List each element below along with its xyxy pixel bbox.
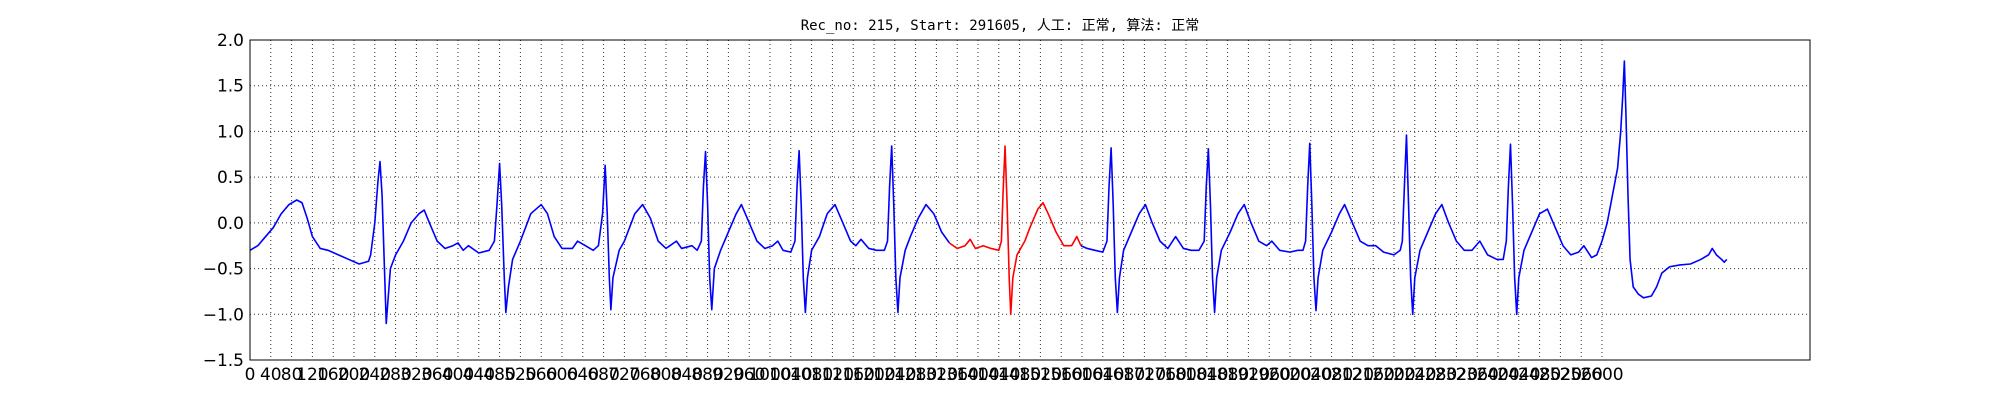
x-tick-label: 1080 (790, 365, 833, 385)
ecg-series-line-1 (249, 145, 951, 325)
x-tick-label: 2280 (1414, 365, 1457, 385)
x-tick-label: 1560 (1040, 365, 1083, 385)
ecg-series-line-3 (1080, 60, 1728, 316)
x-tick-label: 240 (359, 365, 391, 385)
x-tick-label: 2000 (1268, 365, 1311, 385)
x-tick-label: 1000 (748, 365, 791, 385)
y-axis-ticks: 2.0 1.5 1.0 0.5 0.0 −0.5 −1.0 −1.5 (203, 31, 244, 371)
x-tick-label: 1960 (1248, 365, 1291, 385)
x-tick-label: 2520 (1539, 365, 1582, 385)
x-tick-label: 1280 (894, 365, 937, 385)
x-tick-label: 1760 (1144, 365, 1187, 385)
x-tick-label: 1920 (1227, 365, 1270, 385)
x-tick-label: 360 (421, 365, 453, 385)
x-tick-label: 680 (587, 365, 619, 385)
x-tick-label: 280 (379, 365, 411, 385)
x-tick-label: 2560 (1560, 365, 1603, 385)
plot-frame (249, 39, 1811, 361)
y-tick-label: −1.0 (203, 305, 244, 325)
x-tick-label: 2200 (1372, 365, 1415, 385)
x-tick-label: 1640 (1081, 365, 1124, 385)
x-tick-label: 1240 (873, 365, 916, 385)
y-tick-label: −1.5 (203, 351, 244, 371)
series-layer (249, 60, 1728, 325)
x-tick-label: 1520 (1019, 365, 1062, 385)
x-tick-label: 2360 (1456, 365, 1499, 385)
y-tick-label: 0.5 (217, 168, 244, 188)
ecg-series-line-2 (948, 145, 1082, 316)
x-tick-label: 1200 (852, 365, 895, 385)
grid-lines (249, 39, 1810, 361)
chart-title: Rec_no: 215, Start: 291605, 人工: 正常, 算法: … (801, 18, 1200, 34)
x-tick-label: 80 (281, 365, 303, 385)
x-tick-label: 2480 (1518, 365, 1561, 385)
x-tick-label: 200 (338, 365, 370, 385)
x-tick-label: 2080 (1310, 365, 1353, 385)
x-tick-label: 1840 (1185, 365, 1228, 385)
x-tick-label: 520 (504, 365, 536, 385)
x-tick-label: 1400 (956, 365, 999, 385)
y-tick-label: 0.0 (217, 214, 244, 234)
x-tick-label: 560 (525, 365, 557, 385)
x-tick-label: 2240 (1393, 365, 1436, 385)
y-tick-label: 2.0 (217, 31, 244, 51)
x-tick-label: 840 (671, 365, 703, 385)
x-tick-label: 400 (442, 365, 474, 385)
x-tick-label: 2160 (1352, 365, 1395, 385)
x-tick-label: 2040 (1289, 365, 1332, 385)
x-tick-label: 2320 (1435, 365, 1478, 385)
x-tick-label: 880 (691, 365, 723, 385)
x-tick-label: 1440 (977, 365, 1020, 385)
x-tick-label: 1160 (832, 365, 875, 385)
x-tick-label: 1720 (1123, 365, 1166, 385)
y-tick-label: −0.5 (203, 260, 244, 280)
x-tick-label: 2120 (1331, 365, 1374, 385)
x-tick-label: 1880 (1206, 365, 1249, 385)
x-tick-label: 1480 (998, 365, 1041, 385)
x-tick-label: 2600 (1580, 365, 1623, 385)
x-tick-label: 1800 (1164, 365, 1207, 385)
x-tick-label: 0 (245, 365, 256, 385)
y-tick-label: 1.5 (217, 77, 244, 97)
x-tick-label: 1320 (915, 365, 958, 385)
x-tick-label: 640 (567, 365, 599, 385)
x-tick-label: 2400 (1476, 365, 1519, 385)
x-tick-label: 720 (608, 365, 640, 385)
x-tick-label: 1120 (811, 365, 854, 385)
x-tick-label: 480 (483, 365, 515, 385)
x-tick-label: 40 (260, 365, 282, 385)
x-tick-label: 320 (400, 365, 432, 385)
x-tick-label: 440 (463, 365, 495, 385)
x-tick-label: 760 (629, 365, 661, 385)
x-tick-label: 1360 (936, 365, 979, 385)
x-tick-label: 600 (546, 365, 578, 385)
y-tick-label: 1.0 (217, 122, 244, 142)
x-tick-label: 120 (296, 365, 328, 385)
x-tick-label: 160 (317, 365, 349, 385)
x-tick-label: 1600 (1060, 365, 1103, 385)
x-tick-label: 800 (650, 365, 682, 385)
x-tick-label: 1040 (769, 365, 812, 385)
x-axis-ticks: 0 40 8012016020024028032036040044048052056… (245, 365, 1624, 385)
x-tick-label: 2440 (1497, 365, 1540, 385)
x-tick-label: 1680 (1102, 365, 1145, 385)
x-tick-label: 920 (712, 365, 744, 385)
x-tick-label: 960 (733, 365, 765, 385)
